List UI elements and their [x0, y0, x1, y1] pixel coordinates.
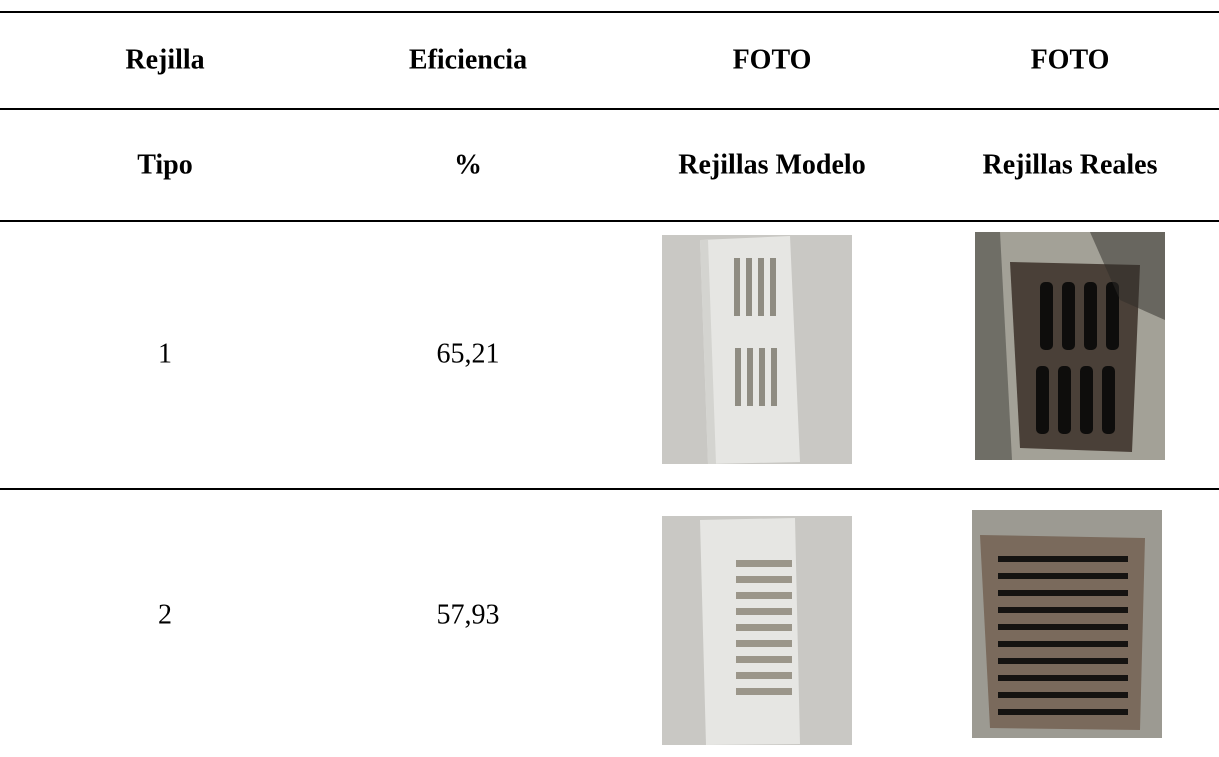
type-cell: 1 [158, 338, 172, 369]
header-cell: % [454, 149, 482, 180]
type-cell: 2 [158, 599, 172, 630]
photo-real-1 [975, 232, 1165, 460]
header-cell: Rejillas Modelo [678, 149, 865, 180]
header-cell: Eficiencia [409, 44, 527, 75]
photo-model-1 [662, 235, 852, 464]
efficiency-cell: 65,21 [437, 338, 500, 369]
header-cell: Rejillas Reales [983, 149, 1158, 180]
header-cell: FOTO [733, 44, 812, 75]
header-cell: FOTO [1031, 44, 1110, 75]
efficiency-cell: 57,93 [437, 599, 500, 630]
header-cell: Rejilla [125, 44, 204, 75]
header-cell: Tipo [137, 149, 193, 180]
photo-model-2 [662, 516, 852, 745]
photo-real-2 [972, 510, 1162, 738]
